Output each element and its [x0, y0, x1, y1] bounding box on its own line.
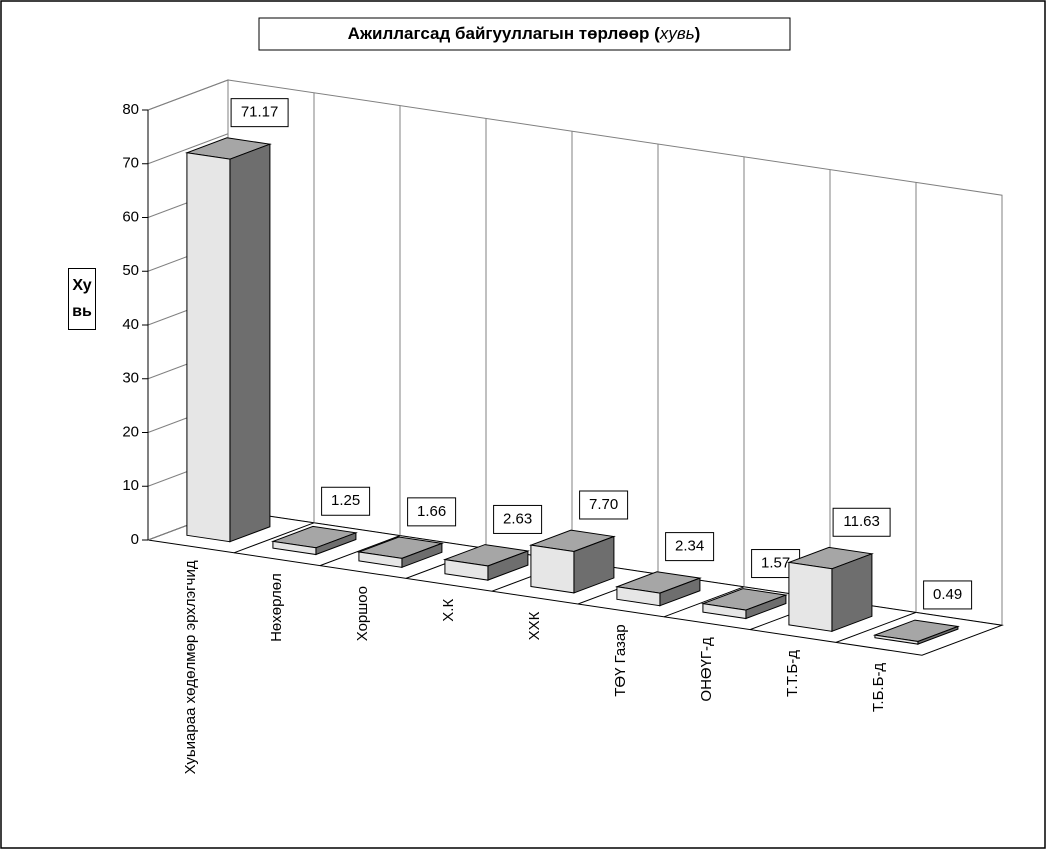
- x-tick-label: Нөхөрлөл: [268, 573, 285, 642]
- title-box: [258, 17, 791, 51]
- y-tick-label: 30: [122, 370, 139, 387]
- grid-line: [147, 133, 229, 165]
- floor-divider: [663, 586, 745, 618]
- y-tick-label: 50: [122, 262, 139, 279]
- bar-front: [702, 603, 747, 620]
- value-label-box: [321, 486, 371, 516]
- bar-front: [874, 634, 919, 645]
- value-label: 2.34: [675, 538, 704, 555]
- value-label: 1.66: [417, 503, 446, 520]
- value-label-box: [923, 580, 973, 610]
- title-part: Ажиллагсад байгууллагын төрлөөр (: [348, 24, 660, 43]
- x-tick-label: Т.Т.Б-д: [784, 650, 801, 697]
- bar: [700, 588, 788, 620]
- y-tick-label: 80: [122, 101, 139, 118]
- chart-title: Ажиллагсад байгууллагын төрлөөр (хувь): [348, 24, 701, 43]
- value-label-box: [230, 98, 289, 128]
- value-label-box: [665, 532, 715, 562]
- value-label-box: [493, 504, 543, 534]
- bar-front: [530, 544, 575, 594]
- y-axis-label: Хувь: [68, 268, 96, 330]
- value-label: 1.25: [331, 492, 360, 509]
- bar: [270, 525, 358, 556]
- bar: [872, 619, 960, 645]
- floor-divider: [319, 535, 401, 567]
- bar-side: [229, 143, 271, 543]
- bar: [786, 546, 874, 633]
- x-tick-label: ТӨҮ Газар: [612, 624, 629, 696]
- grid-line: [147, 79, 229, 111]
- value-label: 71.17: [241, 104, 279, 121]
- bar-front: [788, 561, 833, 632]
- bar: [356, 536, 444, 569]
- title-unit: хувь: [659, 24, 695, 43]
- bar-front: [616, 586, 661, 607]
- bar-front: [444, 558, 489, 581]
- bar: [442, 544, 530, 581]
- y-tick-label: 70: [122, 155, 139, 172]
- bar: [614, 571, 702, 607]
- bar-front: [358, 551, 403, 568]
- bar-front: [272, 540, 317, 556]
- y-tick-label: 40: [122, 316, 139, 333]
- x-tick-label: ХХК: [526, 611, 543, 640]
- bar-front: [186, 152, 231, 543]
- value-label: 1.57: [761, 555, 790, 572]
- y-tick-label: 0: [131, 531, 139, 548]
- value-label-box: [407, 497, 457, 527]
- value-label-box: [579, 490, 629, 520]
- x-tick-label: ОНӨҮГ-д: [698, 637, 715, 702]
- y-tick-label: 20: [122, 423, 139, 440]
- x-tick-label: Т.Б.Б-д: [870, 663, 887, 713]
- bar: [528, 529, 616, 594]
- x-tick-label: Хоршоо: [354, 586, 371, 641]
- value-label: 0.49: [933, 586, 962, 603]
- floor-divider: [835, 611, 917, 643]
- value-label: 11.63: [843, 513, 879, 530]
- title-part: ): [695, 24, 701, 43]
- bar: [184, 137, 272, 543]
- value-label: 7.70: [589, 496, 618, 513]
- floor-divider: [233, 522, 315, 554]
- value-label-box: [832, 507, 891, 537]
- y-tick-label: 10: [122, 477, 139, 494]
- value-label: 2.63: [503, 510, 532, 527]
- y-tick-label: 60: [122, 208, 139, 225]
- x-tick-label: Хуьиараа хөдөлмөр эрхлэгчид: [182, 560, 199, 774]
- x-tick-label: Х.К: [440, 599, 457, 622]
